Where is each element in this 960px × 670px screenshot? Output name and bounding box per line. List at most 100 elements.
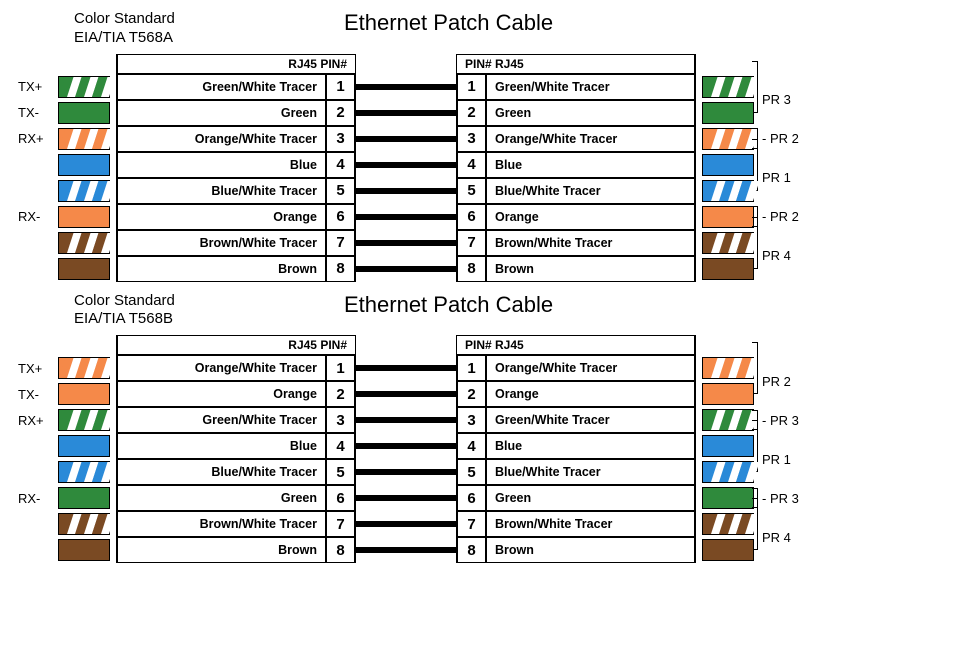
- wire-name-right: Brown/White Tracer: [486, 511, 696, 537]
- color-swatch: [58, 154, 110, 176]
- signal-label: RX-: [18, 204, 56, 230]
- color-swatch: [702, 461, 754, 483]
- signal-label: TX+: [18, 74, 56, 100]
- wire-name-left: Orange: [116, 204, 326, 230]
- wire-name-right: Orange/White Tracer: [486, 126, 696, 152]
- wire-line: [356, 74, 456, 100]
- pin-left: 8: [326, 256, 356, 282]
- wire-line: [356, 381, 456, 407]
- pair-label: PR 4: [756, 230, 816, 256]
- pair-label-spacer: [756, 178, 816, 204]
- pin-right: 6: [456, 485, 486, 511]
- wire-name-left: Blue/White Tracer: [116, 459, 326, 485]
- header-spacer: [56, 335, 116, 355]
- signal-label: TX-: [18, 100, 56, 126]
- wire-name-left: Green: [116, 100, 326, 126]
- pin-left: 8: [326, 537, 356, 563]
- color-swatch: [58, 102, 110, 124]
- pin-right: 7: [456, 511, 486, 537]
- standard-label: Color Standard EIA/TIA T568B: [74, 292, 304, 330]
- color-swatch: [702, 206, 754, 228]
- pin-right: 2: [456, 381, 486, 407]
- pair-label-spacer: [756, 256, 816, 282]
- pin-right: 7: [456, 230, 486, 256]
- pin-right: 6: [456, 204, 486, 230]
- wire-line: [356, 485, 456, 511]
- wire-line: [356, 126, 456, 152]
- wire-line: [356, 459, 456, 485]
- color-swatch: [702, 487, 754, 509]
- pin-right: 4: [456, 433, 486, 459]
- signal-label: RX+: [18, 407, 56, 433]
- wire-line: [356, 433, 456, 459]
- color-swatch: [58, 258, 110, 280]
- pin-right: 2: [456, 100, 486, 126]
- header-spacer: [18, 335, 56, 355]
- color-swatch: [58, 539, 110, 561]
- wire-name-left: Green/White Tracer: [116, 74, 326, 100]
- pin-left: 1: [326, 74, 356, 100]
- signal-label: [18, 433, 56, 459]
- wire-name-left: Blue/White Tracer: [116, 178, 326, 204]
- signal-label: [18, 230, 56, 256]
- header-spacer: [756, 335, 816, 355]
- wire-line: [356, 256, 456, 282]
- wire-line: [356, 178, 456, 204]
- color-swatch: [58, 409, 110, 431]
- wire-name-left: Brown/White Tracer: [116, 511, 326, 537]
- color-swatch: [702, 357, 754, 379]
- color-swatch: [58, 383, 110, 405]
- pair-label: - PR 3: [756, 485, 816, 511]
- wire-name-right: Blue: [486, 152, 696, 178]
- wire-line: [356, 407, 456, 433]
- color-swatch: [58, 357, 110, 379]
- header-spacer: [756, 54, 816, 74]
- pin-left: 2: [326, 100, 356, 126]
- signal-label: RX+: [18, 126, 56, 152]
- pair-label-spacer: [756, 537, 816, 563]
- color-swatch: [702, 76, 754, 98]
- color-swatch: [58, 513, 110, 535]
- wire-line: [356, 230, 456, 256]
- pair-label-spacer: [756, 459, 816, 485]
- color-swatch: [58, 461, 110, 483]
- signal-label: [18, 152, 56, 178]
- color-swatch: [58, 487, 110, 509]
- signal-label: [18, 459, 56, 485]
- wire-line: [356, 537, 456, 563]
- pin-left: 1: [326, 355, 356, 381]
- wire-name-right: Brown: [486, 256, 696, 282]
- color-swatch: [58, 206, 110, 228]
- header-left: RJ45 PIN#: [116, 335, 356, 355]
- pair-label: PR 1: [756, 152, 816, 178]
- header-spacer: [356, 335, 456, 355]
- color-swatch: [702, 180, 754, 202]
- header-spacer: [696, 54, 756, 74]
- section-title: Ethernet Patch Cable: [344, 10, 553, 36]
- signal-label: RX-: [18, 485, 56, 511]
- color-swatch: [702, 154, 754, 176]
- wire-name-left: Blue: [116, 433, 326, 459]
- pin-left: 4: [326, 433, 356, 459]
- wire-name-right: Blue/White Tracer: [486, 178, 696, 204]
- color-swatch: [58, 435, 110, 457]
- pinout-section: Color Standard EIA/TIA T568A Ethernet Pa…: [0, 0, 960, 282]
- pin-right: 4: [456, 152, 486, 178]
- pin-left: 2: [326, 381, 356, 407]
- wire-name-right: Green: [486, 485, 696, 511]
- section-title: Ethernet Patch Cable: [344, 292, 553, 318]
- signal-label: [18, 178, 56, 204]
- wire-name-left: Green/White Tracer: [116, 407, 326, 433]
- header-spacer: [696, 335, 756, 355]
- pin-right: 1: [456, 355, 486, 381]
- signal-label: TX-: [18, 381, 56, 407]
- header-right: PIN# RJ45: [456, 54, 696, 74]
- pair-label: - PR 2: [756, 126, 816, 152]
- pair-label: PR 4: [756, 511, 816, 537]
- pin-right: 3: [456, 126, 486, 152]
- pair-label: PR 3: [756, 74, 816, 100]
- pin-left: 4: [326, 152, 356, 178]
- wire-name-right: Green: [486, 100, 696, 126]
- wire-name-left: Orange: [116, 381, 326, 407]
- color-swatch: [58, 180, 110, 202]
